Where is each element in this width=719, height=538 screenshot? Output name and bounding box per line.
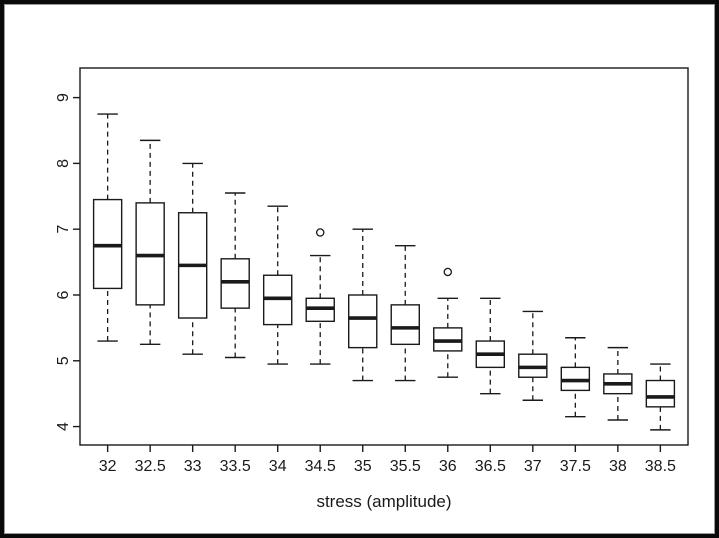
x-axis-tick-label: 35 bbox=[354, 458, 372, 475]
x-axis-label: stress (amplitude) bbox=[316, 492, 451, 511]
x-axis-tick-label: 36.5 bbox=[475, 458, 506, 475]
iqr-box bbox=[645, 379, 676, 408]
plot-border bbox=[79, 67, 689, 446]
x-axis-tick-label: 32.5 bbox=[135, 458, 166, 475]
y-axis-tick-label: 9 bbox=[55, 93, 72, 102]
boxplot-chart: 4 5 6 7 8 9 32 32.5 33 33.5 34 34.5 35 35.5 36 36.5 37 37… bbox=[55, 67, 689, 511]
y-axis-tick-label: 5 bbox=[55, 356, 72, 365]
x-axis-tick-label: 32 bbox=[99, 458, 117, 475]
x-axis-tick-label: 34 bbox=[269, 458, 287, 475]
iqr-box bbox=[390, 304, 420, 346]
outlier-point bbox=[443, 267, 453, 277]
outlier-point bbox=[315, 228, 325, 237]
y-axis-tick-label: 8 bbox=[55, 159, 72, 168]
x-axis-tick-label: 33.5 bbox=[220, 458, 251, 475]
x-axis-tick-label: 35.5 bbox=[390, 458, 421, 475]
x-axis-tick-label: 34.5 bbox=[305, 458, 336, 475]
x-axis-tick-label: 36 bbox=[439, 458, 457, 475]
x-axis-tick-label: 37 bbox=[524, 458, 542, 475]
x-axis-tick-label: 38.5 bbox=[645, 458, 676, 475]
x-axis-tick-label: 38 bbox=[609, 458, 627, 475]
y-axis-tick-label: 7 bbox=[55, 225, 72, 234]
iqr-box bbox=[348, 294, 378, 349]
x-axis-tick-label: 37.5 bbox=[560, 458, 591, 475]
y-axis-tick-label: 6 bbox=[55, 290, 72, 299]
x-axis-tick-label: 33 bbox=[184, 458, 202, 475]
y-axis-tick-label: 4 bbox=[55, 422, 72, 431]
